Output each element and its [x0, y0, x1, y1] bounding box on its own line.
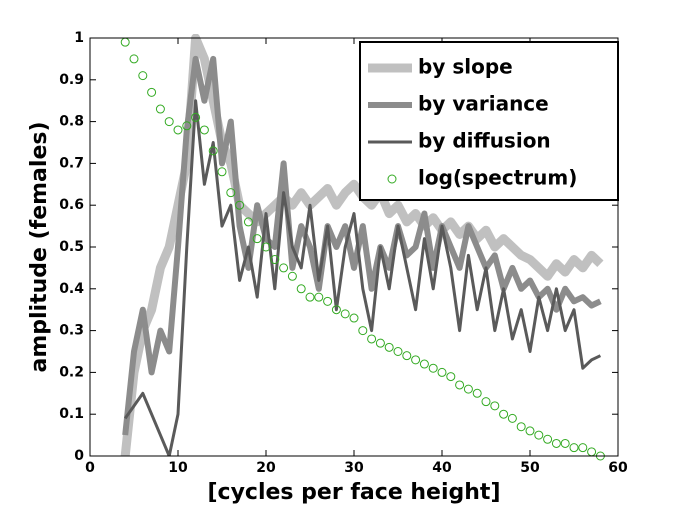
- y-tick-label: 0: [74, 448, 84, 464]
- marker: [402, 351, 412, 361]
- legend-label: by diffusion: [418, 129, 551, 153]
- marker: [235, 200, 245, 210]
- marker: [367, 334, 377, 344]
- marker: [314, 292, 324, 302]
- marker: [147, 87, 157, 97]
- marker: [340, 309, 350, 319]
- y-tick-label: 0.3: [59, 323, 84, 339]
- x-tick-label: 50: [520, 460, 540, 476]
- marker: [551, 438, 561, 448]
- x-tick-label: 60: [608, 460, 628, 476]
- y-tick-label: 0.7: [59, 155, 84, 171]
- marker: [182, 121, 192, 131]
- y-tick-label: 0.2: [59, 364, 84, 380]
- legend-marker: [387, 174, 397, 184]
- marker: [437, 367, 447, 377]
- marker: [384, 342, 394, 352]
- y-tick-label: 0.5: [59, 239, 84, 255]
- marker: [217, 167, 227, 177]
- marker: [472, 388, 482, 398]
- marker: [534, 430, 544, 440]
- marker: [358, 326, 368, 336]
- series-line: [122, 55, 602, 436]
- x-tick-label: 10: [168, 460, 188, 476]
- axes-frame: [89, 37, 619, 457]
- marker: [516, 422, 526, 432]
- marker: [490, 401, 500, 411]
- legend-label: by slope: [418, 55, 513, 79]
- marker: [199, 125, 209, 135]
- x-tick-label: 20: [256, 460, 276, 476]
- y-tick-label: 0.8: [59, 114, 84, 130]
- marker: [411, 355, 421, 365]
- x-tick-label: 0: [85, 460, 95, 476]
- marker: [349, 313, 359, 323]
- y-tick-label: 0.6: [59, 197, 84, 213]
- x-tick-label: 40: [432, 460, 452, 476]
- marker: [331, 305, 341, 315]
- marker: [463, 384, 473, 394]
- legend-label: by variance: [418, 92, 549, 116]
- marker: [173, 125, 183, 135]
- marker: [243, 217, 253, 227]
- marker: [252, 234, 262, 244]
- x-axis-label: [cycles per face height]: [207, 480, 500, 505]
- marker: [375, 338, 385, 348]
- marker: [507, 413, 517, 423]
- marker: [138, 71, 148, 81]
- marker: [499, 409, 509, 419]
- y-tick-label: 0.9: [59, 72, 84, 88]
- legend-label: log(spectrum): [418, 166, 577, 190]
- marker: [296, 284, 306, 294]
- marker: [428, 363, 438, 373]
- series-line: [123, 99, 602, 456]
- marker: [455, 380, 465, 390]
- marker: [525, 426, 535, 436]
- marker: [287, 271, 297, 281]
- marker: [270, 255, 280, 265]
- x-tick-label: 30: [344, 460, 364, 476]
- marker: [208, 146, 218, 156]
- marker: [226, 188, 236, 198]
- marker: [305, 292, 315, 302]
- marker: [560, 438, 570, 448]
- y-tick-label: 0.1: [59, 406, 84, 422]
- y-axis-label: amplitude (females): [27, 121, 52, 372]
- marker: [164, 117, 174, 127]
- marker: [446, 372, 456, 382]
- marker: [261, 242, 271, 252]
- marker: [191, 112, 201, 122]
- y-tick-label: 1: [74, 30, 84, 46]
- marker: [543, 434, 553, 444]
- marker: [155, 104, 165, 114]
- marker: [279, 263, 289, 273]
- marker: [393, 347, 403, 356]
- marker: [578, 443, 588, 453]
- marker: [323, 296, 333, 306]
- marker: [129, 54, 139, 64]
- y-tick-label: 0.4: [59, 281, 84, 297]
- marker: [481, 397, 491, 407]
- marker: [419, 359, 429, 369]
- marker: [569, 443, 579, 453]
